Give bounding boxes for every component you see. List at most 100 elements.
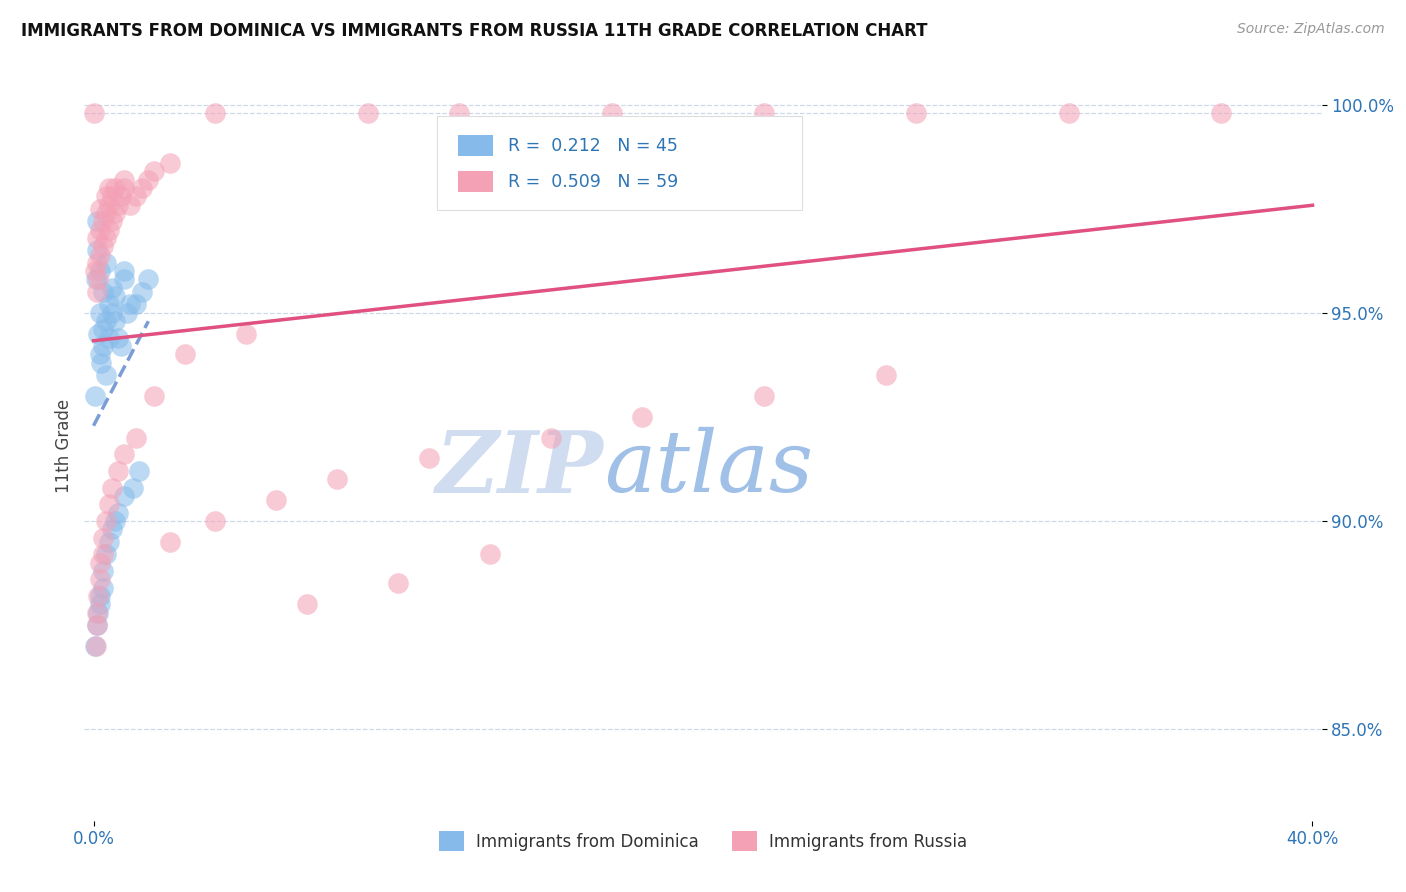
Point xyxy=(600,106,623,120)
Point xyxy=(115,306,138,320)
Point xyxy=(159,534,181,549)
Point xyxy=(449,106,471,120)
Point xyxy=(159,156,181,170)
Point xyxy=(91,322,114,336)
Point xyxy=(143,389,166,403)
Point xyxy=(125,297,148,311)
Text: IMMIGRANTS FROM DOMINICA VS IMMIGRANTS FROM RUSSIA 11TH GRADE CORRELATION CHART: IMMIGRANTS FROM DOMINICA VS IMMIGRANTS F… xyxy=(21,22,928,40)
Point xyxy=(138,172,160,186)
Point xyxy=(204,106,226,120)
Point xyxy=(86,231,108,245)
Text: R =  0.509   N = 59: R = 0.509 N = 59 xyxy=(508,172,678,191)
Text: ZIP: ZIP xyxy=(436,426,605,510)
Point xyxy=(101,306,124,320)
Point xyxy=(86,244,108,258)
Point xyxy=(752,106,775,120)
Point xyxy=(94,206,117,220)
Point xyxy=(94,368,117,383)
Point xyxy=(83,106,105,120)
Point xyxy=(112,272,135,286)
Point xyxy=(97,222,120,236)
Point xyxy=(94,189,117,203)
Point xyxy=(110,339,132,353)
Point xyxy=(101,214,124,228)
Point xyxy=(143,164,166,178)
Point xyxy=(86,618,108,632)
Point xyxy=(104,181,127,195)
Point xyxy=(97,181,120,195)
Point xyxy=(97,497,120,511)
Point xyxy=(84,389,107,403)
Point xyxy=(97,534,120,549)
Bar xyxy=(458,171,492,192)
Point xyxy=(91,564,114,578)
Point xyxy=(112,489,135,503)
Point xyxy=(905,106,928,120)
Point xyxy=(1209,106,1232,120)
Point xyxy=(131,181,153,195)
Point xyxy=(101,481,124,495)
Point xyxy=(138,272,160,286)
Text: R =  0.212   N = 45: R = 0.212 N = 45 xyxy=(508,136,678,154)
Point xyxy=(107,506,129,520)
Point xyxy=(89,247,111,261)
Point xyxy=(101,522,124,536)
Point xyxy=(357,106,380,120)
Point xyxy=(97,297,120,311)
Point xyxy=(875,368,897,383)
Point xyxy=(631,409,654,424)
FancyBboxPatch shape xyxy=(437,116,801,210)
Point xyxy=(107,331,129,345)
Point xyxy=(104,514,127,528)
Point xyxy=(418,451,440,466)
Point xyxy=(89,202,111,216)
Point xyxy=(91,531,114,545)
Point xyxy=(101,281,124,295)
Point xyxy=(104,314,127,328)
Point xyxy=(94,231,117,245)
Point xyxy=(97,331,120,345)
Point xyxy=(112,447,135,461)
Point xyxy=(91,581,114,595)
Point xyxy=(91,285,114,299)
Point xyxy=(86,606,108,620)
Point xyxy=(235,326,257,341)
Point xyxy=(89,572,111,586)
Point xyxy=(84,264,107,278)
Point xyxy=(87,606,110,620)
Point xyxy=(128,464,150,478)
Point xyxy=(94,547,117,561)
Point xyxy=(266,493,288,508)
Point xyxy=(122,481,145,495)
Legend: Immigrants from Dominica, Immigrants from Russia: Immigrants from Dominica, Immigrants fro… xyxy=(433,825,973,857)
Point xyxy=(101,189,124,203)
Point xyxy=(86,285,108,299)
Point xyxy=(84,639,107,653)
Point xyxy=(387,576,409,591)
Point xyxy=(86,256,108,270)
Point xyxy=(89,306,111,320)
Point xyxy=(120,197,142,211)
Point xyxy=(204,514,226,528)
Point xyxy=(94,256,117,270)
Point xyxy=(94,314,117,328)
Point xyxy=(91,214,114,228)
Point xyxy=(91,547,114,561)
Y-axis label: 11th Grade: 11th Grade xyxy=(55,399,73,493)
Point xyxy=(107,197,129,211)
Point xyxy=(84,639,107,653)
Point xyxy=(295,597,318,611)
Text: atlas: atlas xyxy=(605,427,813,510)
Point xyxy=(87,326,110,341)
Bar xyxy=(458,135,492,156)
Point xyxy=(89,347,111,361)
Point xyxy=(125,189,148,203)
Point xyxy=(86,618,108,632)
Point xyxy=(478,547,501,561)
Point xyxy=(112,172,135,186)
Point xyxy=(174,347,197,361)
Point xyxy=(89,264,111,278)
Point xyxy=(326,472,349,486)
Point xyxy=(89,222,111,236)
Point xyxy=(752,389,775,403)
